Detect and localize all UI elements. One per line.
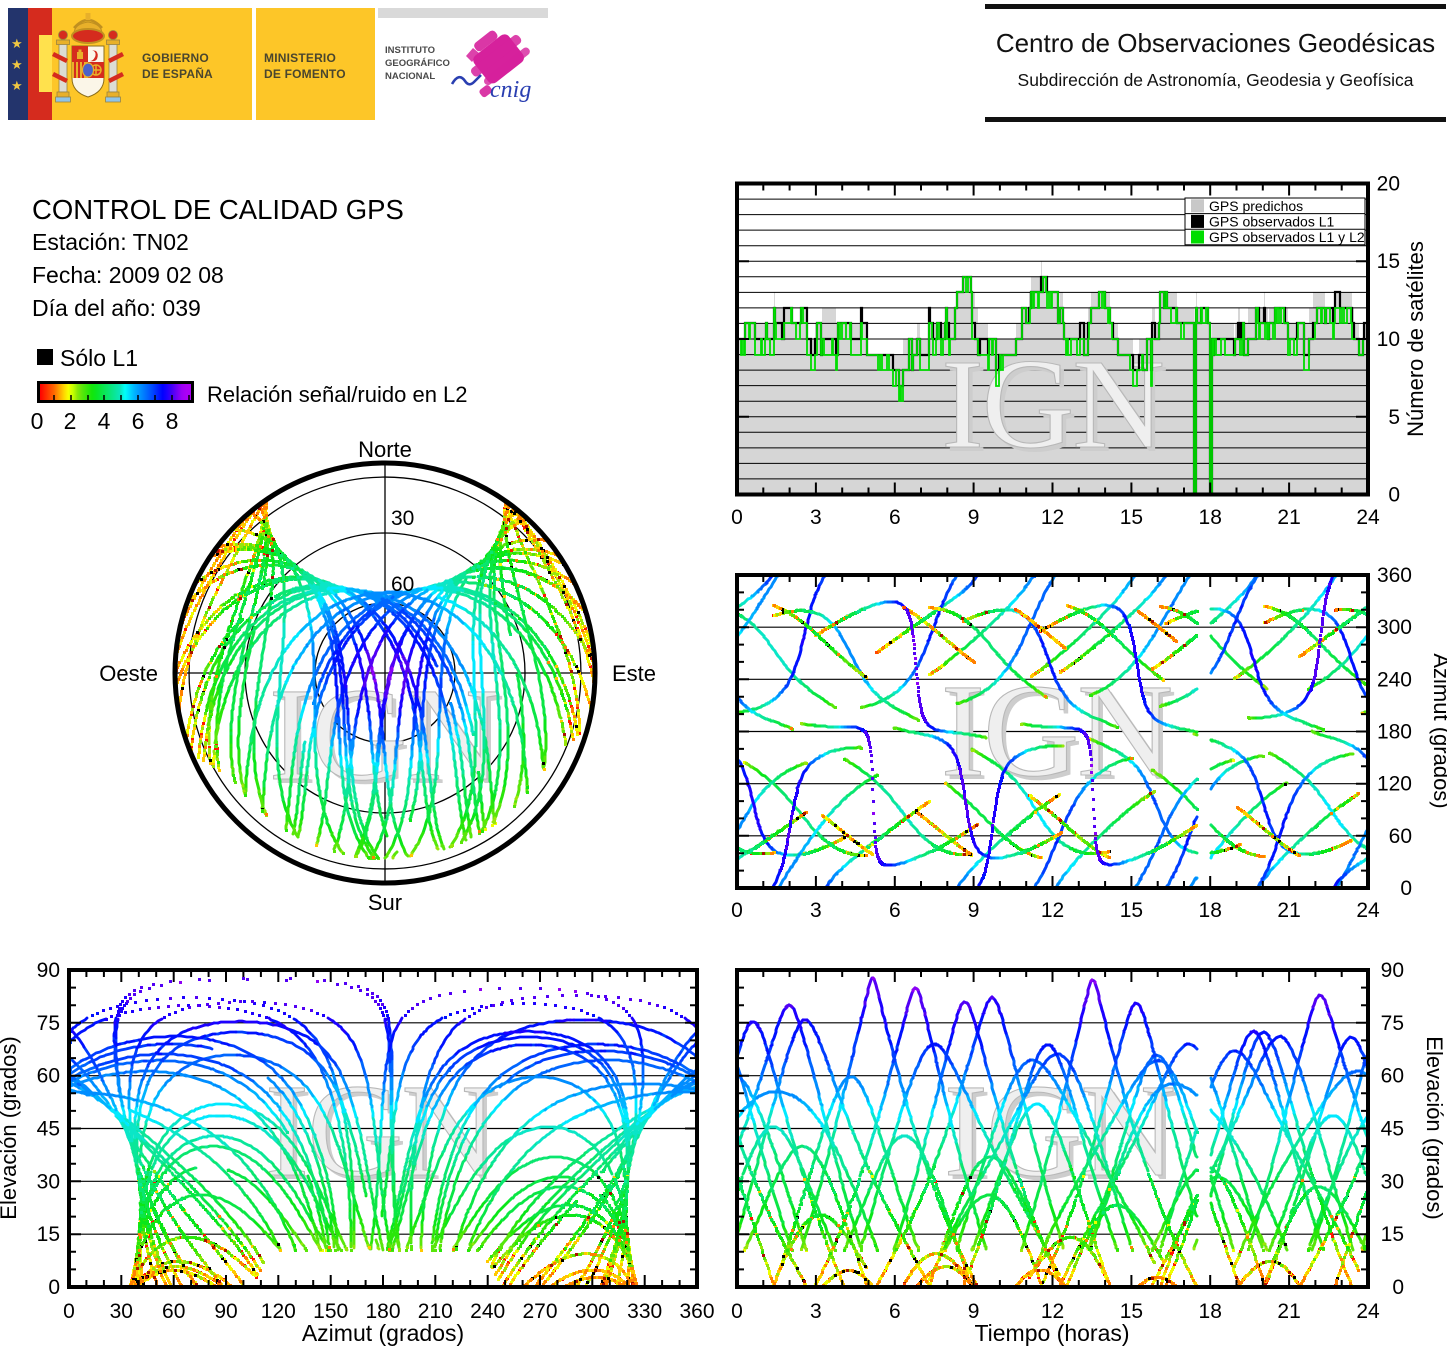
svg-text:12: 12: [1041, 899, 1064, 922]
svg-text:cnig: cnig: [490, 77, 531, 103]
svg-text:Azimut (grados): Azimut (grados): [302, 1320, 464, 1346]
svg-text:15: 15: [1120, 899, 1143, 922]
svg-text:5: 5: [1388, 406, 1400, 429]
svg-text:Azimut (grados): Azimut (grados): [1429, 653, 1447, 808]
svg-text:300: 300: [575, 1300, 610, 1323]
svg-text:IGN: IGN: [945, 337, 1167, 479]
svg-text:15: 15: [37, 1223, 60, 1246]
svg-text:15: 15: [1381, 1223, 1404, 1246]
svg-text:9: 9: [968, 899, 980, 922]
svg-text:90: 90: [37, 959, 60, 982]
svg-text:15: 15: [1120, 506, 1143, 529]
svg-text:18: 18: [1199, 899, 1222, 922]
svg-text:360: 360: [679, 1300, 714, 1323]
svg-text:90: 90: [1381, 959, 1404, 982]
svg-text:15: 15: [1120, 1300, 1143, 1323]
svg-text:IGN: IGN: [269, 660, 499, 808]
svg-text:24: 24: [1356, 506, 1380, 529]
svg-text:Elevación (grados): Elevación (grados): [0, 1036, 21, 1219]
svg-text:10: 10: [1377, 328, 1400, 351]
svg-text:IGN: IGN: [945, 660, 1175, 808]
svg-text:Tiempo (horas): Tiempo (horas): [974, 1320, 1129, 1346]
svg-text:0: 0: [1400, 877, 1412, 900]
svg-text:GPS predichos: GPS predichos: [1209, 198, 1303, 214]
svg-text:60: 60: [1381, 1065, 1404, 1088]
svg-text:3: 3: [810, 1300, 822, 1323]
svg-text:18: 18: [1199, 506, 1222, 529]
svg-text:210: 210: [418, 1300, 453, 1323]
svg-text:24: 24: [1356, 1300, 1380, 1323]
svg-text:270: 270: [522, 1300, 557, 1323]
svg-text:IGN: IGN: [941, 333, 1163, 475]
svg-text:15: 15: [1377, 250, 1400, 273]
svg-text:9: 9: [968, 1300, 980, 1323]
svg-text:Oeste: Oeste: [99, 661, 158, 686]
svg-text:240: 240: [1377, 668, 1412, 691]
svg-text:150: 150: [313, 1300, 348, 1323]
svg-text:180: 180: [365, 1300, 400, 1323]
svg-text:6: 6: [889, 899, 901, 922]
svg-text:GPS observados L1 y L2: GPS observados L1 y L2: [1209, 229, 1365, 245]
svg-text:45: 45: [1381, 1118, 1404, 1141]
svg-text:GPS observados L1: GPS observados L1: [1209, 213, 1335, 229]
svg-text:0: 0: [1388, 484, 1400, 507]
svg-text:20: 20: [1377, 173, 1400, 196]
svg-text:60: 60: [37, 1065, 60, 1088]
svg-text:0: 0: [63, 1300, 75, 1323]
svg-text:6: 6: [889, 506, 901, 529]
svg-text:12: 12: [1041, 506, 1064, 529]
svg-text:330: 330: [627, 1300, 662, 1323]
svg-text:6: 6: [889, 1300, 901, 1323]
svg-text:75: 75: [1381, 1012, 1404, 1035]
svg-text:90: 90: [214, 1300, 237, 1323]
svg-text:0: 0: [731, 1300, 743, 1323]
svg-text:18: 18: [1199, 1300, 1222, 1323]
svg-text:60: 60: [391, 573, 414, 596]
svg-text:240: 240: [470, 1300, 505, 1323]
svg-text:Sur: Sur: [368, 890, 402, 915]
svg-text:3: 3: [810, 506, 822, 529]
svg-text:12: 12: [1041, 1300, 1064, 1323]
svg-text:21: 21: [1277, 1300, 1300, 1323]
svg-text:Elevación (grados): Elevación (grados): [1422, 1036, 1447, 1219]
svg-text:120: 120: [1377, 773, 1412, 796]
svg-text:300: 300: [1377, 616, 1412, 639]
svg-text:Este: Este: [612, 661, 656, 686]
svg-text:21: 21: [1277, 506, 1300, 529]
svg-text:30: 30: [391, 507, 414, 530]
svg-text:60: 60: [162, 1300, 185, 1323]
svg-text:0: 0: [731, 899, 743, 922]
svg-text:0: 0: [48, 1276, 60, 1299]
svg-text:75: 75: [37, 1012, 60, 1035]
svg-text:180: 180: [1377, 721, 1412, 744]
svg-text:30: 30: [37, 1170, 60, 1193]
svg-text:21: 21: [1277, 899, 1300, 922]
svg-text:45: 45: [37, 1118, 60, 1141]
svg-text:0: 0: [1392, 1276, 1404, 1299]
svg-text:3: 3: [810, 899, 822, 922]
svg-text:360: 360: [1377, 564, 1412, 587]
svg-text:0: 0: [731, 506, 743, 529]
svg-text:30: 30: [110, 1300, 133, 1323]
svg-text:Norte: Norte: [358, 437, 412, 462]
svg-text:24: 24: [1356, 899, 1380, 922]
svg-text:120: 120: [261, 1300, 296, 1323]
svg-text:30: 30: [1381, 1170, 1404, 1193]
svg-text:60: 60: [1389, 825, 1412, 848]
svg-text:9: 9: [968, 506, 980, 529]
svg-text:Número de satélites: Número de satélites: [1403, 241, 1428, 437]
